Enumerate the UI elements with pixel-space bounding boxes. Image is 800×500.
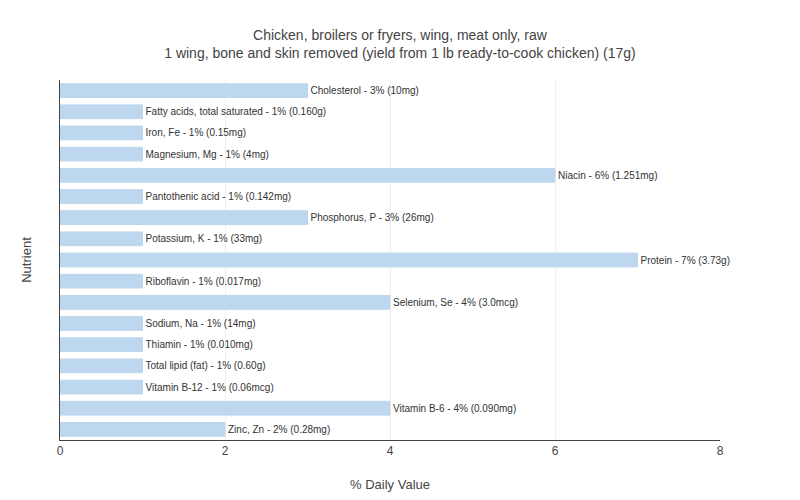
svg-text:4: 4: [387, 444, 394, 458]
svg-text:Vitamin B-6 - 4% (0.090mg): Vitamin B-6 - 4% (0.090mg): [393, 403, 516, 414]
svg-text:Thiamin - 1% (0.010mg): Thiamin - 1% (0.010mg): [146, 339, 253, 350]
svg-text:Riboflavin - 1% (0.017mg): Riboflavin - 1% (0.017mg): [146, 276, 262, 287]
svg-text:Chicken, broilers or fryers, w: Chicken, broilers or fryers, wing, meat …: [164, 27, 636, 61]
svg-text:Fatty acids, total saturated -: Fatty acids, total saturated - 1% (0.160…: [146, 106, 327, 117]
svg-text:Phosphorus, P - 3% (26mg): Phosphorus, P - 3% (26mg): [311, 212, 434, 223]
svg-text:Cholesterol - 3% (10mg): Cholesterol - 3% (10mg): [311, 85, 419, 96]
svg-text:Magnesium, Mg - 1% (4mg): Magnesium, Mg - 1% (4mg): [146, 149, 269, 160]
svg-text:Vitamin B-12 - 1% (0.06mcg): Vitamin B-12 - 1% (0.06mcg): [146, 382, 274, 393]
svg-text:Potassium, K - 1% (33mg): Potassium, K - 1% (33mg): [146, 233, 263, 244]
svg-text:2: 2: [222, 444, 229, 458]
svg-text:0: 0: [57, 444, 64, 458]
svg-text:Selenium, Se - 4% (3.0mcg): Selenium, Se - 4% (3.0mcg): [393, 297, 518, 308]
svg-text:8: 8: [717, 444, 724, 458]
svg-text:6: 6: [552, 444, 559, 458]
svg-text:Total lipid (fat) - 1% (0.60g): Total lipid (fat) - 1% (0.60g): [146, 360, 266, 371]
svg-text:Niacin - 6% (1.251mg): Niacin - 6% (1.251mg): [558, 170, 657, 181]
svg-text:Protein - 7% (3.73g): Protein - 7% (3.73g): [641, 255, 731, 266]
svg-text:Nutrient: Nutrient: [19, 237, 34, 283]
svg-text:Pantothenic acid - 1% (0.142mg: Pantothenic acid - 1% (0.142mg): [146, 191, 292, 202]
svg-text:Sodium, Na - 1% (14mg): Sodium, Na - 1% (14mg): [146, 318, 256, 329]
svg-text:Zinc, Zn - 2% (0.28mg): Zinc, Zn - 2% (0.28mg): [228, 424, 330, 435]
svg-text:Iron, Fe - 1% (0.15mg): Iron, Fe - 1% (0.15mg): [146, 127, 247, 138]
svg-text:% Daily Value: % Daily Value: [350, 477, 430, 492]
